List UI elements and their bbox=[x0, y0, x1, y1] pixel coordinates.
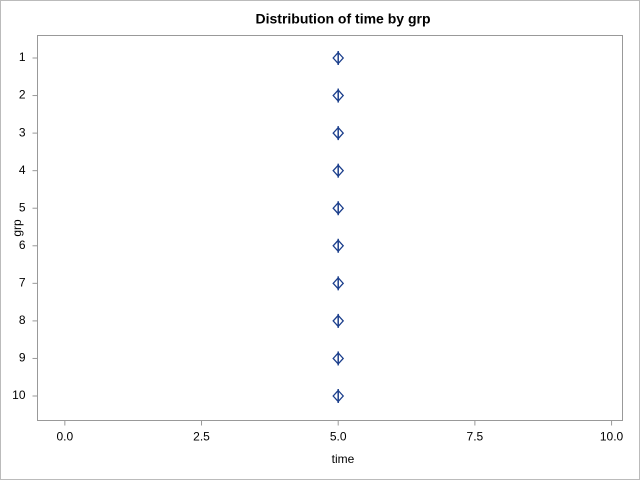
mean-marker bbox=[332, 89, 345, 103]
mean-marker bbox=[332, 164, 345, 178]
y-tick-label: 5 bbox=[19, 200, 26, 214]
x-tick-label: 5.0 bbox=[330, 430, 347, 444]
y-tick-label: 7 bbox=[19, 276, 26, 290]
y-tick-label: 8 bbox=[19, 313, 26, 327]
mean-marker bbox=[332, 51, 345, 65]
y-axis-label: grp bbox=[10, 219, 24, 237]
y-tick-label: 4 bbox=[19, 163, 26, 177]
y-tick-label: 10 bbox=[12, 388, 26, 402]
y-tick-label: 2 bbox=[19, 88, 26, 102]
y-tick-label: 6 bbox=[19, 238, 26, 252]
plot-frame bbox=[37, 35, 623, 421]
y-tick-label: 1 bbox=[19, 50, 26, 64]
mean-marker bbox=[332, 276, 345, 290]
chart-title: Distribution of time by grp bbox=[256, 11, 431, 27]
mean-marker bbox=[332, 126, 345, 140]
y-tick-label: 9 bbox=[19, 351, 26, 365]
x-tick-label: 0.0 bbox=[56, 430, 73, 444]
x-axis-label: time bbox=[332, 452, 355, 466]
x-tick-label: 2.5 bbox=[193, 430, 210, 444]
mean-marker bbox=[332, 201, 345, 215]
mean-marker bbox=[332, 239, 345, 253]
y-tick-label: 3 bbox=[19, 125, 26, 139]
mean-marker bbox=[332, 314, 345, 328]
x-tick-label: 7.5 bbox=[467, 430, 484, 444]
mean-marker bbox=[332, 389, 345, 403]
x-tick-label: 10.0 bbox=[600, 430, 624, 444]
mean-marker bbox=[332, 351, 345, 365]
